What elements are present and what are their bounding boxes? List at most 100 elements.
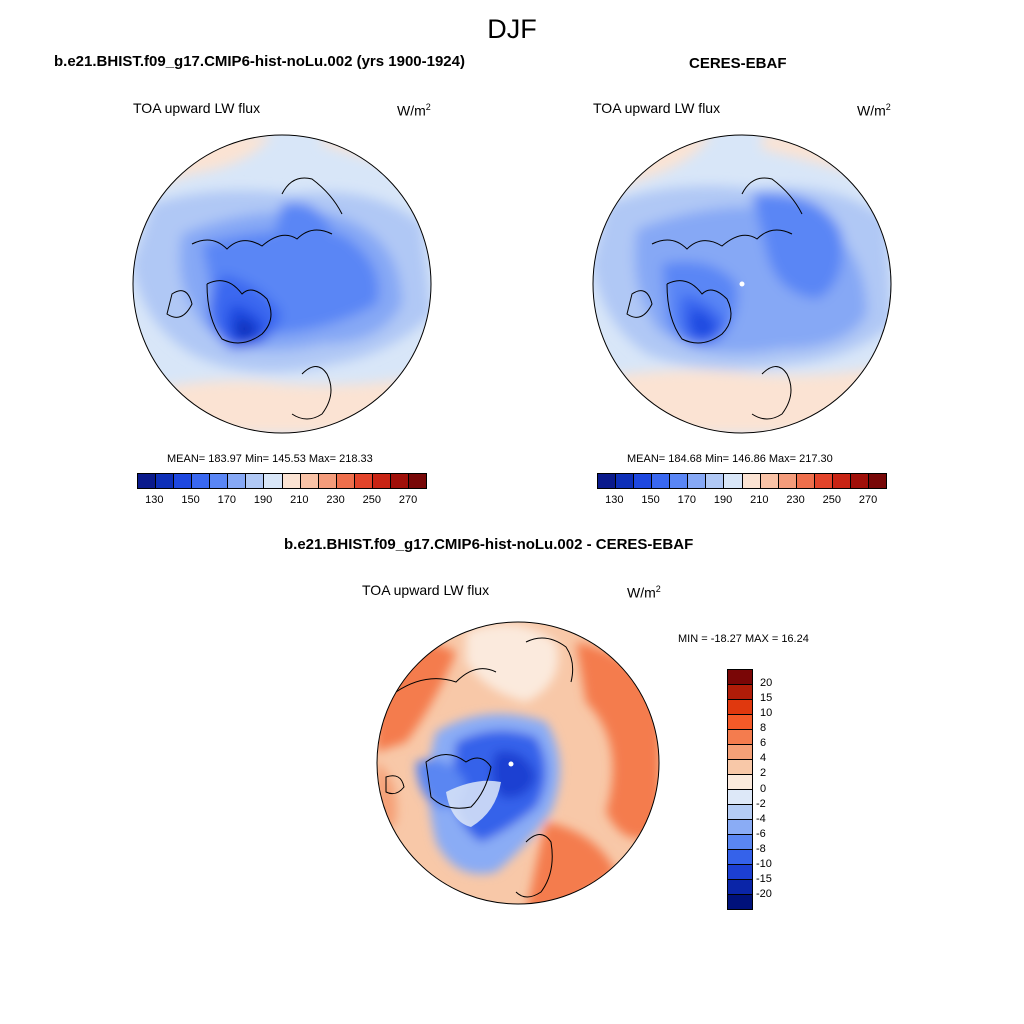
obs-units-label: W/m2 [857, 102, 891, 119]
colorbar-swatch [192, 474, 211, 488]
colorbar-swatch [408, 474, 426, 488]
colorbar-swatch [728, 835, 752, 850]
diff-variable-label: TOA upward LW flux [362, 582, 490, 598]
colorbar-swatch [282, 474, 301, 488]
colorbar-tick-label: 15 [760, 692, 773, 705]
colorbar-swatch [728, 805, 752, 820]
colorbar-tick-label: 2 [760, 767, 767, 780]
colorbar-swatch [778, 474, 797, 488]
obs-variable-label: TOA upward LW flux [593, 100, 721, 116]
colorbar-swatch [728, 880, 752, 895]
colorbar-tick-label: 170 [217, 494, 236, 506]
colorbar-swatch [728, 760, 752, 775]
colorbar-swatch [174, 474, 193, 488]
diff-colorbar-labels: 20 15 10 8 6 4 2 0 -2 -4 -6 -8 -10 -15 -20 [756, 669, 800, 910]
obs-polar-map [592, 134, 892, 434]
colorbar-swatch [868, 474, 886, 488]
colorbar-tick-label: 0 [760, 782, 767, 795]
colorbar-tick-label: 210 [750, 494, 769, 506]
colorbar-tick-label: -20 [756, 887, 772, 900]
colorbar-swatch [688, 474, 707, 488]
colorbar-tick-label: 270 [858, 494, 878, 506]
colorbar-swatch [634, 474, 653, 488]
colorbar-swatch [138, 474, 157, 488]
colorbar-swatch [728, 775, 752, 790]
colorbar-swatch [354, 474, 373, 488]
colorbar-tick-label: 250 [822, 494, 841, 506]
model-polar-map [132, 134, 432, 434]
colorbar-swatch [670, 474, 689, 488]
colorbar-swatch [246, 474, 265, 488]
obs-colorbar [597, 473, 887, 489]
colorbar-tick-label: 4 [760, 752, 767, 765]
colorbar-swatch [814, 474, 833, 488]
colorbar-swatch [832, 474, 851, 488]
model-panel-title: b.e21.BHIST.f09_g17.CMIP6-hist-noLu.002 … [54, 53, 465, 70]
colorbar-swatch [728, 745, 752, 760]
colorbar-tick-label: 210 [290, 494, 309, 506]
diff-colorbar [727, 669, 753, 910]
colorbar-tick-label: 10 [760, 707, 773, 720]
colorbar-swatch [728, 700, 752, 715]
diff-panel-title: b.e21.BHIST.f09_g17.CMIP6-hist-noLu.002 … [284, 536, 694, 553]
colorbar-swatch [728, 790, 752, 805]
colorbar-swatch [210, 474, 229, 488]
diff-stats: MIN = -18.27 MAX = 16.24 [678, 633, 809, 645]
diff-units-label: W/m2 [627, 584, 661, 601]
colorbar-tick-label: -8 [756, 842, 766, 855]
colorbar-swatch [760, 474, 779, 488]
model-stats: MEAN= 183.97 Min= 145.53 Max= 218.33 [167, 453, 373, 465]
colorbar-swatch [728, 730, 752, 745]
colorbar-swatch [318, 474, 337, 488]
model-variable-label: TOA upward LW flux [133, 100, 261, 116]
colorbar-tick-label: 190 [253, 494, 273, 506]
model-units-label: W/m2 [397, 102, 431, 119]
obs-colorbar-labels: 130 150 170 190 210 230 250 270 [597, 494, 887, 508]
obs-panel-title: CERES-EBAF [689, 55, 787, 72]
colorbar-tick-label: 270 [398, 494, 418, 506]
colorbar-swatch [300, 474, 319, 488]
colorbar-tick-label: 130 [145, 494, 164, 506]
colorbar-tick-label: 8 [760, 722, 767, 735]
colorbar-tick-label: 190 [713, 494, 733, 506]
obs-stats: MEAN= 184.68 Min= 146.86 Max= 217.30 [627, 453, 833, 465]
colorbar-swatch [264, 474, 283, 488]
colorbar-tick-label: 130 [605, 494, 624, 506]
colorbar-swatch [390, 474, 409, 488]
colorbar-swatch [336, 474, 355, 488]
colorbar-swatch [652, 474, 671, 488]
colorbar-swatch [850, 474, 869, 488]
colorbar-tick-label: -4 [756, 812, 766, 825]
colorbar-tick-label: 250 [362, 494, 381, 506]
season-title: DJF [487, 14, 537, 44]
colorbar-swatch [228, 474, 247, 488]
model-colorbar-labels: 130 150 170 190 210 230 250 270 [137, 494, 427, 508]
colorbar-swatch [728, 715, 752, 730]
colorbar-swatch [728, 670, 752, 685]
colorbar-swatch [728, 850, 752, 865]
colorbar-tick-label: 150 [641, 494, 660, 506]
colorbar-tick-label: 150 [181, 494, 200, 506]
colorbar-swatch [724, 474, 743, 488]
colorbar-tick-label: 170 [677, 494, 696, 506]
colorbar-tick-label: 230 [326, 494, 345, 506]
colorbar-tick-label: 230 [786, 494, 805, 506]
colorbar-swatch [156, 474, 175, 488]
colorbar-tick-label: -2 [756, 797, 766, 810]
colorbar-swatch [372, 474, 391, 488]
colorbar-swatch [706, 474, 725, 488]
colorbar-swatch [728, 820, 752, 835]
colorbar-tick-label: -10 [756, 857, 772, 870]
colorbar-swatch [728, 895, 752, 909]
colorbar-swatch [796, 474, 815, 488]
colorbar-swatch [728, 865, 752, 880]
diff-polar-map [376, 612, 660, 914]
colorbar-swatch [616, 474, 635, 488]
colorbar-swatch [728, 685, 752, 700]
colorbar-swatch [598, 474, 617, 488]
colorbar-swatch [742, 474, 761, 488]
model-colorbar [137, 473, 427, 489]
colorbar-tick-label: 20 [760, 677, 773, 690]
colorbar-tick-label: -15 [756, 872, 772, 885]
colorbar-tick-label: -6 [756, 827, 766, 840]
